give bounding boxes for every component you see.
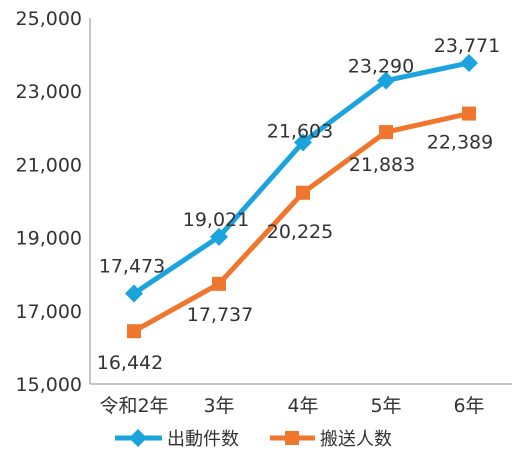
legend-marker-square <box>285 431 299 445</box>
legend-label: 搬送人数 <box>320 429 392 450</box>
data-label: 23,771 <box>434 35 500 57</box>
data-point-square <box>212 276 226 291</box>
y-tick-label: 21,000 <box>16 154 82 176</box>
data-point-square <box>462 106 476 121</box>
data-point-diamond <box>125 284 143 303</box>
data-point-square <box>379 125 393 140</box>
data-label: 21,883 <box>349 154 415 176</box>
data-point-diamond <box>377 71 395 90</box>
x-tick-label: 5年 <box>370 395 401 417</box>
axes <box>89 18 512 385</box>
legend-label: 出動件数 <box>167 429 239 450</box>
y-tick-label: 17,000 <box>16 301 82 323</box>
data-label: 17,473 <box>99 255 165 277</box>
data-label: 23,290 <box>348 56 414 78</box>
data-labels: 17,473 19,021 21,603 23,290 23,771 16,442 17,7… <box>97 35 500 374</box>
data-point-square <box>296 185 310 200</box>
data-label: 16,442 <box>97 352 163 374</box>
data-label: 17,737 <box>187 304 253 326</box>
y-axis-ticks: 15,000 17,000 19,000 21,000 23,000 25,000 <box>16 8 82 396</box>
data-point-diamond <box>294 133 312 152</box>
x-tick-label: 6年 <box>453 395 484 417</box>
data-point-square <box>127 324 141 339</box>
x-axis-ticks: 令和2年 3年 4年 5年 6年 <box>99 395 484 417</box>
x-tick-label: 4年 <box>287 395 318 417</box>
data-point-diamond <box>210 227 228 246</box>
x-tick-label: 3年 <box>203 395 234 417</box>
x-tick-label: 令和2年 <box>99 395 168 417</box>
series-layer <box>125 53 478 339</box>
data-label: 20,225 <box>267 221 333 243</box>
legend-marker-diamond <box>129 429 147 447</box>
data-label: 19,021 <box>183 209 249 231</box>
data-point-diamond <box>460 53 478 72</box>
series-line-1 <box>132 60 470 296</box>
legend: 出動件数 搬送人数 <box>115 429 392 450</box>
y-tick-label: 15,000 <box>16 374 82 396</box>
data-label: 22,389 <box>427 132 493 154</box>
y-tick-label: 19,000 <box>16 228 82 250</box>
y-tick-label: 25,000 <box>16 8 82 30</box>
data-label: 21,603 <box>267 120 333 142</box>
y-tick-label: 23,000 <box>16 81 82 103</box>
